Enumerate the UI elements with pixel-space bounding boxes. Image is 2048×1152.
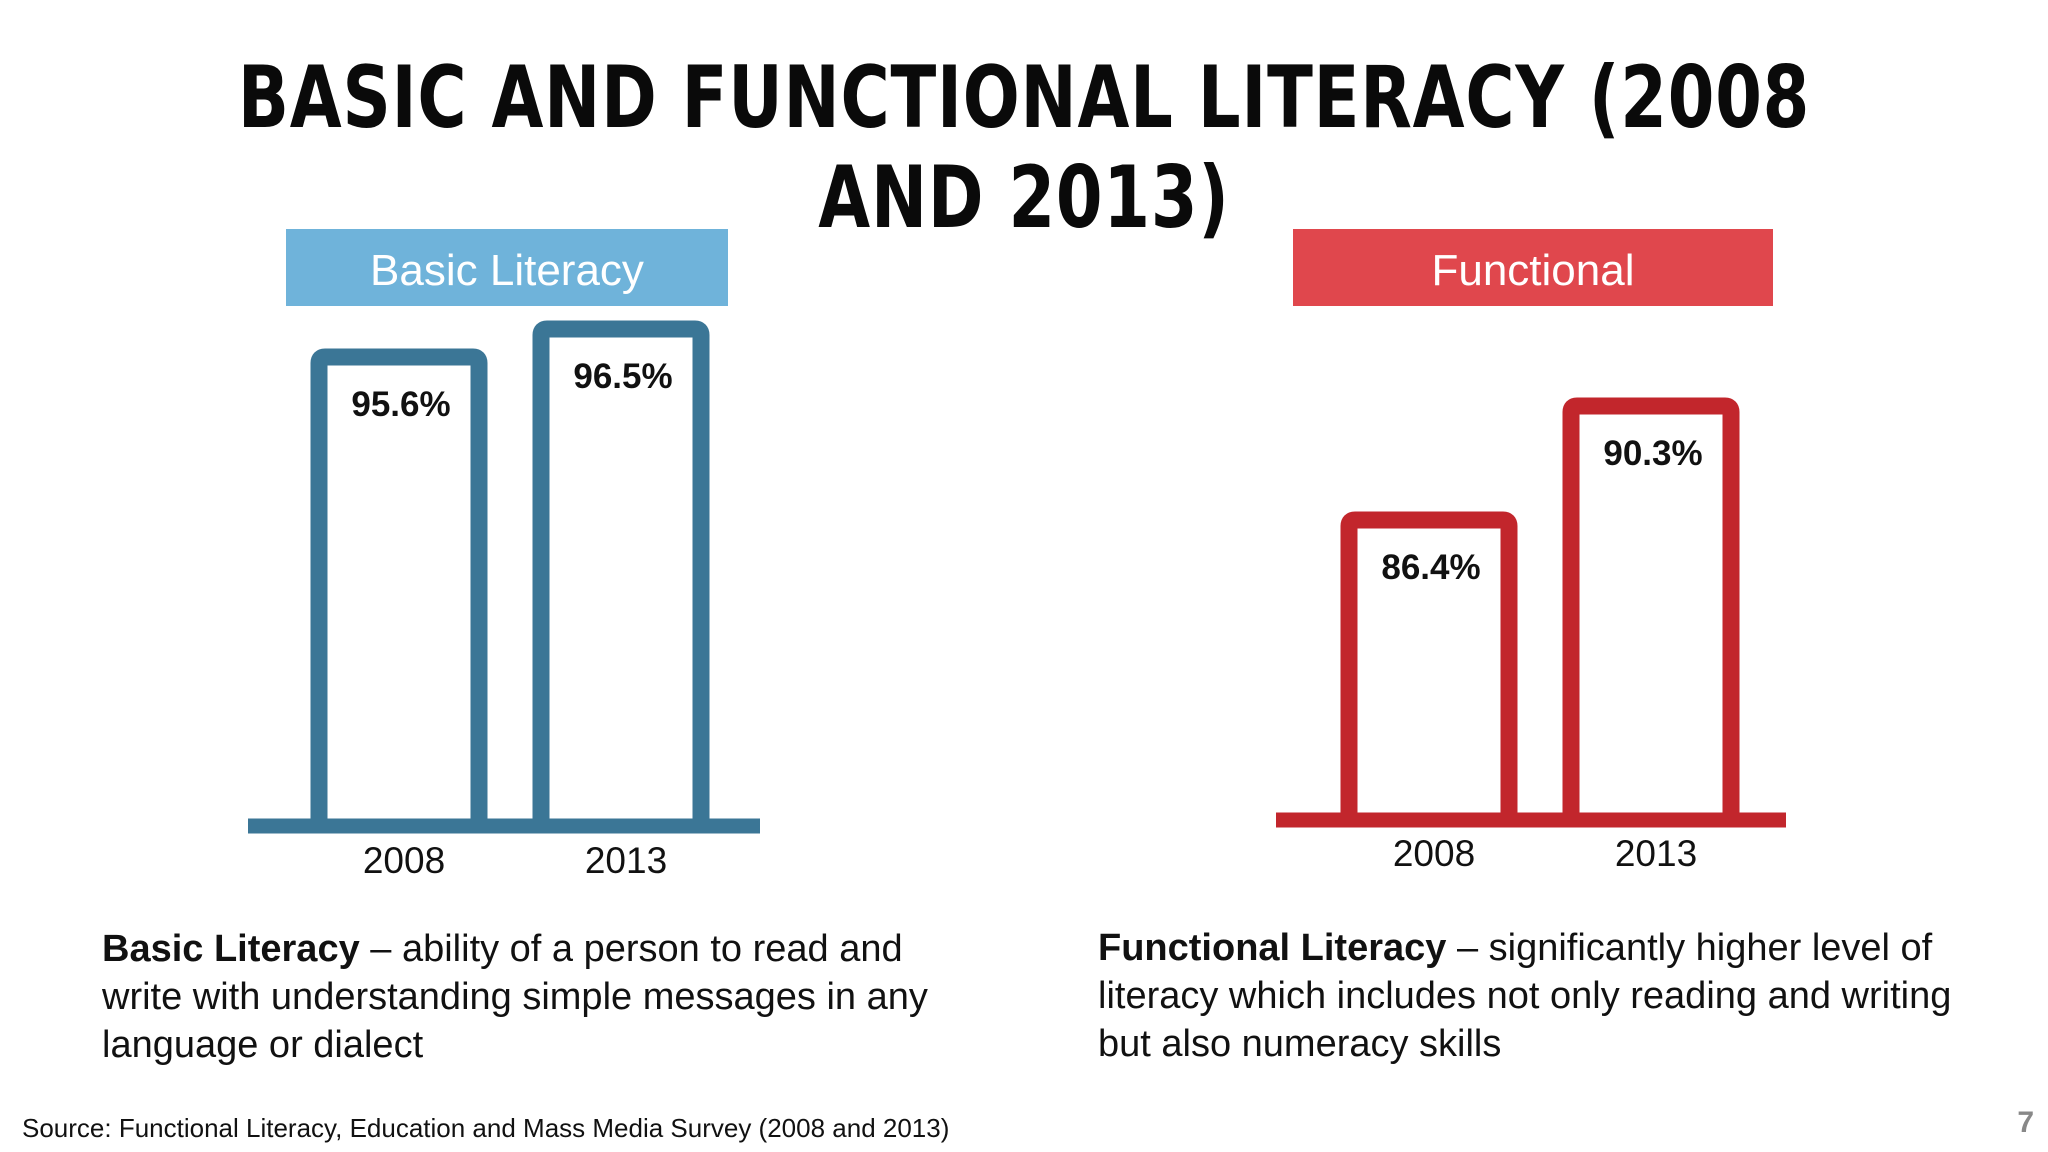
functional-year-label-2008: 2008 (1393, 833, 1475, 874)
functional-value-label-2013: 90.3% (1603, 434, 1702, 473)
page-number: 7 (2017, 1106, 2034, 1139)
functional-literacy-definition: Functional Literacy – significantly high… (1098, 924, 1998, 1068)
basic-value-label-2013: 96.5% (573, 357, 672, 396)
basic-header-band (286, 229, 728, 306)
functional-year-label-2013: 2013 (1615, 833, 1697, 874)
source-note: Source: Functional Literacy, Education a… (22, 1113, 950, 1143)
basic-year-label-2008: 2008 (363, 840, 445, 881)
basic-literacy-text: – ability of a person to read and write … (102, 928, 928, 1066)
functional-literacy-chart: Functional 86.4% 2008 90.3% 2013 (1276, 229, 1786, 874)
basic-bar-2008 (310, 348, 488, 826)
basic-literacy-definition: Basic Literacy – ability of a person to … (102, 925, 982, 1069)
basic-header-label: Basic Literacy (370, 246, 644, 295)
basic-literacy-chart: Basic Literacy 95.6% 2008 96.5% 2013 (248, 229, 760, 881)
basic-bar-2013 (532, 320, 710, 826)
functional-bar-2008 (1340, 511, 1518, 820)
functional-header-band (1293, 229, 1773, 306)
functional-literacy-text: – significantly higher level of literacy… (1098, 927, 1952, 1065)
slide-title: Basic and Functional Literacy (2008 and … (237, 48, 1811, 248)
functional-bar-2013 (1562, 397, 1740, 820)
functional-value-label-2008: 86.4% (1381, 548, 1480, 587)
functional-literacy-term: Functional Literacy (1098, 927, 1447, 969)
functional-header-label: Functional (1431, 246, 1634, 295)
basic-literacy-term: Basic Literacy (102, 928, 360, 970)
basic-year-label-2013: 2013 (585, 840, 667, 881)
basic-value-label-2008: 95.6% (351, 385, 450, 424)
